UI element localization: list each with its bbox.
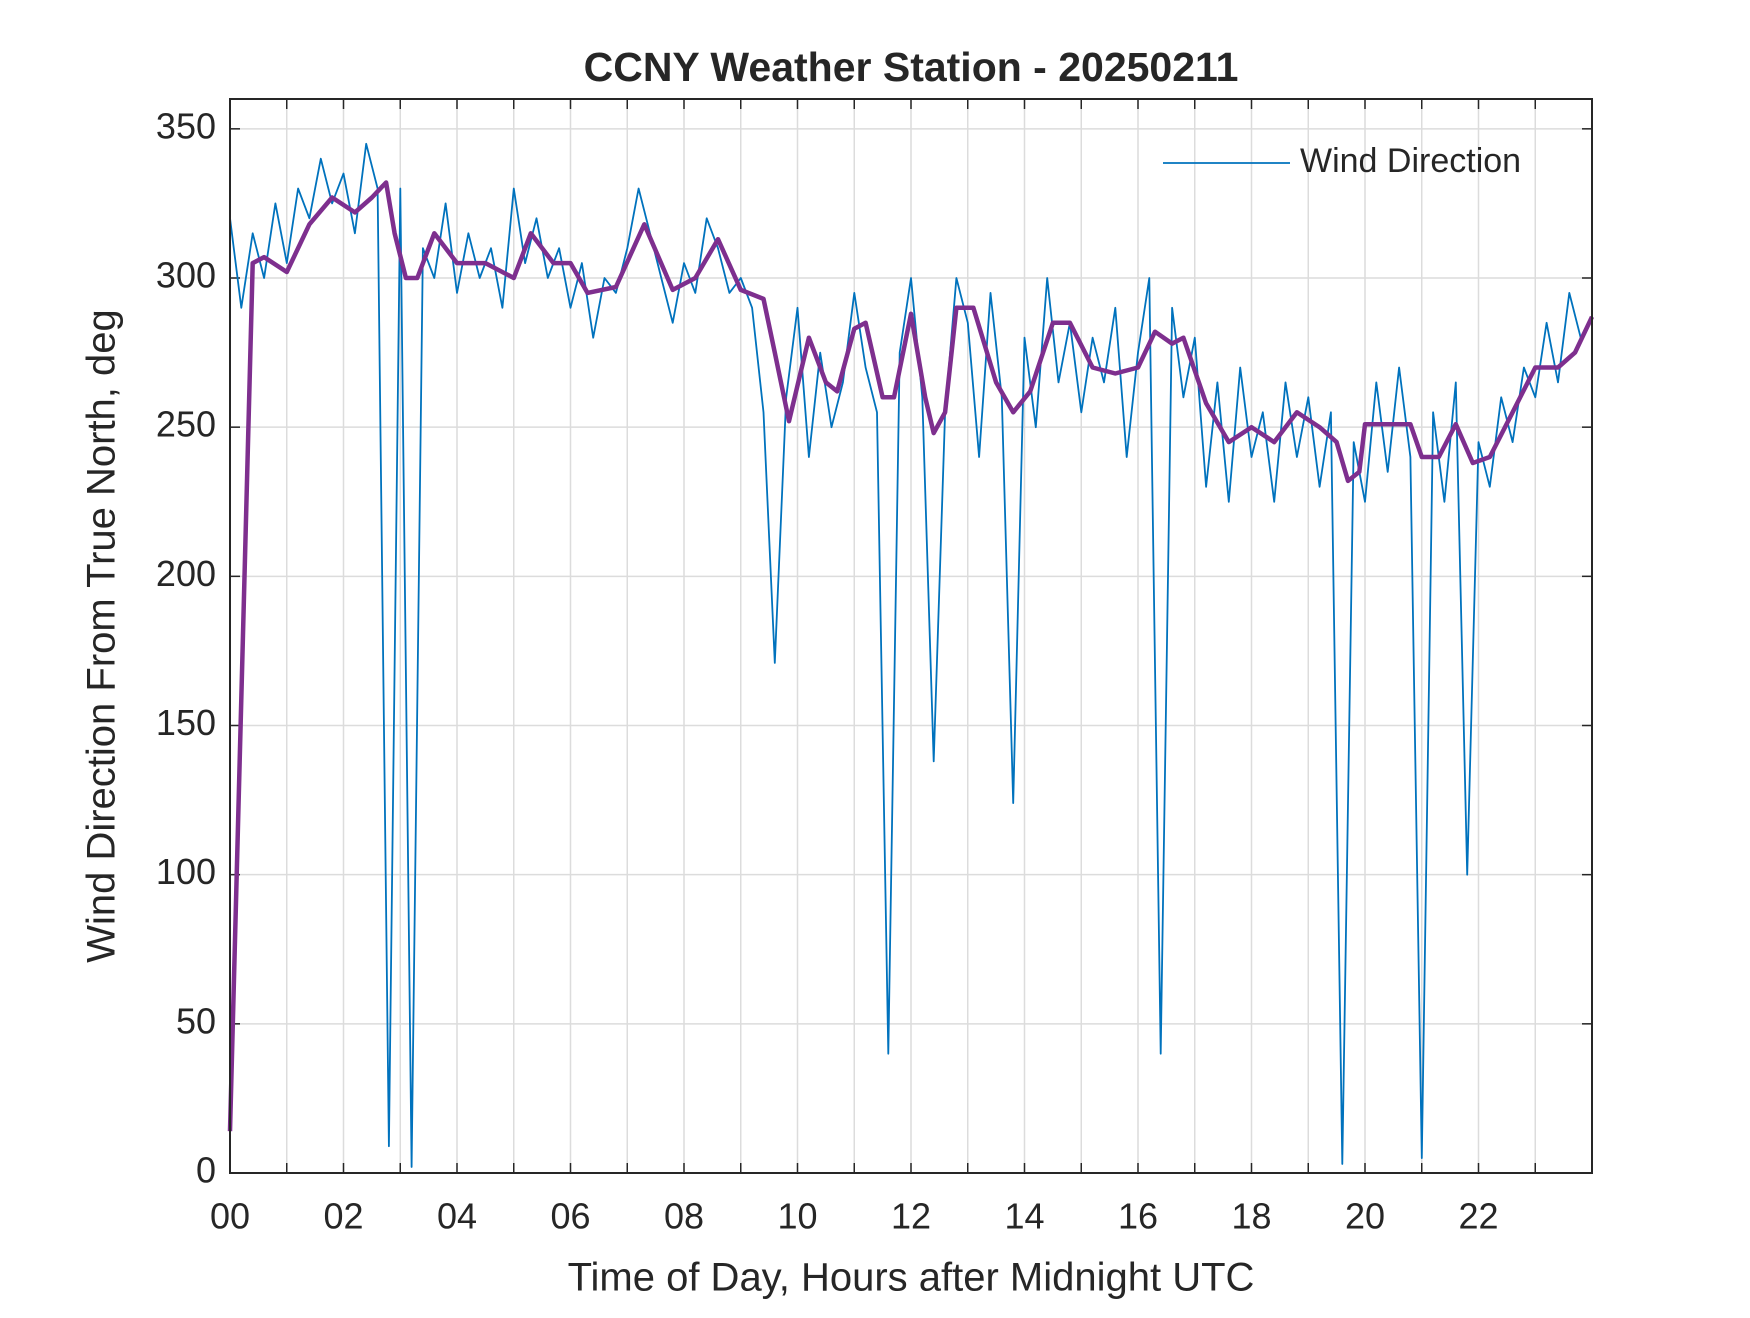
x-tick-label: 10 — [777, 1196, 817, 1237]
x-tick-label: 20 — [1345, 1196, 1385, 1237]
chart-title: CCNY Weather Station - 20250211 — [584, 44, 1239, 90]
y-tick-label: 50 — [176, 1000, 216, 1041]
x-tick-label: 06 — [550, 1196, 590, 1237]
data-line — [227, 180, 1595, 1132]
y-tick-label: 350 — [156, 105, 216, 146]
x-tick-label: 00 — [210, 1196, 250, 1237]
y-tick-label: 100 — [156, 851, 216, 892]
y-tick-label: 0 — [196, 1150, 216, 1191]
x-tick-label: 08 — [664, 1196, 704, 1237]
x-tick-label: 04 — [437, 1196, 477, 1237]
y-tick-label: 200 — [156, 553, 216, 594]
legend-label: Wind Direction — [1300, 142, 1521, 180]
y-axis-label: Wind Direction From True North, deg — [80, 309, 124, 963]
axes-box — [229, 98, 1593, 1174]
y-tick-label: 300 — [156, 255, 216, 296]
x-tick-label: 18 — [1231, 1196, 1271, 1237]
y-tick-label: 150 — [156, 702, 216, 743]
x-tick-label: 12 — [891, 1196, 931, 1237]
x-tick-label: 02 — [323, 1196, 363, 1237]
x-axis-label: Time of Day, Hours after Midnight UTC — [568, 1256, 1255, 1300]
x-tick-label: 22 — [1458, 1196, 1498, 1237]
x-tick-label: 14 — [1004, 1196, 1044, 1237]
y-tick-label: 250 — [156, 404, 216, 445]
x-tick-label: 16 — [1118, 1196, 1158, 1237]
data-line — [229, 142, 1582, 1168]
